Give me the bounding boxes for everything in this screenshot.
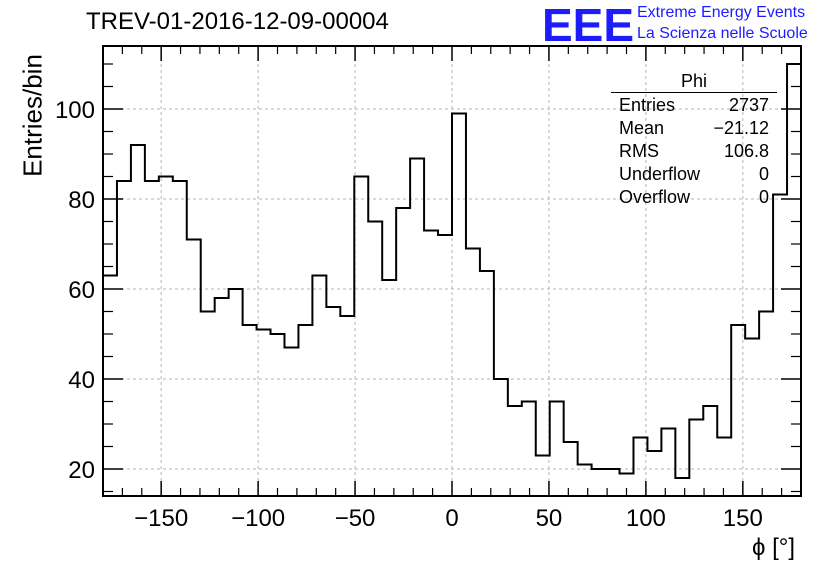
- x-tick-label: −100: [231, 505, 285, 532]
- stats-row-underflow: Underflow 0: [611, 163, 777, 186]
- stats-label: Mean: [619, 118, 665, 138]
- eee-logo: EEE: [542, 0, 635, 51]
- stats-value: −21.12: [713, 118, 769, 138]
- run-title: TREV-01-2016-12-09-00004: [86, 8, 389, 35]
- y-axis-label: Entries/bin: [17, 54, 48, 177]
- stats-value: 106.8: [723, 141, 769, 161]
- stats-row-mean: Mean −21.12: [611, 117, 777, 140]
- y-tick-label: 40: [68, 367, 95, 394]
- grid-lines: [103, 46, 801, 496]
- x-tick-label: 50: [536, 505, 563, 532]
- stats-row-entries: Entries 2737: [611, 94, 777, 117]
- y-tick-label: 60: [68, 277, 95, 304]
- histogram-series: [103, 63, 801, 479]
- stats-label: Entries: [619, 95, 676, 115]
- logo-tagline-1: Extreme Energy Events: [637, 4, 806, 21]
- x-axis-label: ϕ [°]: [752, 534, 796, 561]
- stats-value: 0: [758, 187, 769, 207]
- stats-value: 0: [758, 164, 769, 184]
- stats-box: Phi Entries 2737 Mean −21.12 RMS 106.8 U…: [611, 70, 777, 209]
- x-tick-label: −50: [335, 505, 376, 532]
- stats-row-rms: RMS 106.8: [611, 140, 777, 163]
- x-tick-label: 0: [445, 505, 458, 532]
- y-tick-label: 80: [68, 187, 95, 214]
- stats-label: Underflow: [619, 164, 701, 184]
- stats-label: RMS: [619, 141, 659, 161]
- logo-tagline-2: La Scienza nelle Scuole: [637, 25, 808, 42]
- stats-value: 2737: [728, 95, 769, 115]
- x-tick-label: −150: [134, 505, 188, 532]
- x-tick-label: 150: [723, 505, 763, 532]
- axis-ticks: [103, 46, 801, 496]
- stats-row-overflow: Overflow 0: [611, 186, 777, 209]
- x-tick-label: 100: [626, 505, 666, 532]
- stats-label: Overflow: [619, 187, 691, 207]
- y-tick-label: 20: [68, 457, 95, 484]
- stats-title: Phi: [611, 70, 777, 93]
- tick-labels: −150 −100 −50 0 50 100 150 20 40 60 80 100: [55, 97, 763, 532]
- y-tick-label: 100: [55, 97, 95, 124]
